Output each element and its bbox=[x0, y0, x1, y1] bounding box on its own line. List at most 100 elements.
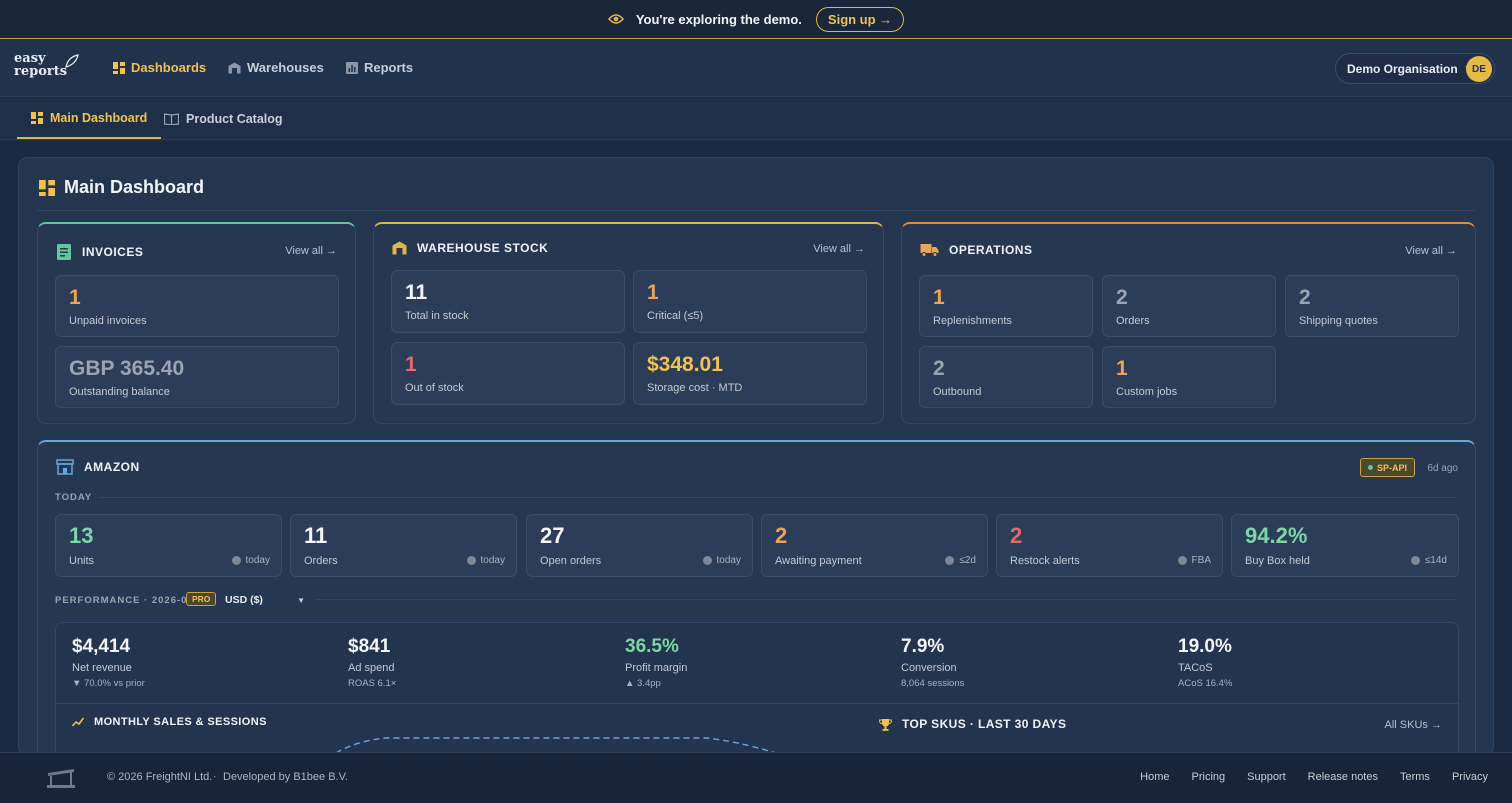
tacos-metric: 19.0% TACoS ACoS 16.4% bbox=[1178, 636, 1232, 689]
freightni-logo-icon bbox=[47, 769, 75, 788]
restock-alerts-kpi[interactable]: 2 Restock alerts FBA bbox=[996, 514, 1223, 577]
info-icon[interactable] bbox=[1410, 556, 1420, 565]
footer-link-terms[interactable]: Terms bbox=[1399, 771, 1430, 783]
tile-label: Orders bbox=[1116, 315, 1150, 327]
tile-value: 1 bbox=[933, 286, 945, 309]
performance-panel: $4,414 Net revenue ▼ 70.0% vs prior $841… bbox=[55, 622, 1459, 772]
awaiting-payment-kpi[interactable]: 2 Awaiting payment ≤2d bbox=[761, 514, 988, 577]
info-icon[interactable] bbox=[702, 556, 712, 565]
copyright-text: © 2026 FreightNI Ltd. bbox=[107, 771, 213, 783]
tab-product-catalog[interactable]: Product Catalog bbox=[150, 98, 297, 139]
today-label: TODAY bbox=[55, 492, 93, 503]
performance-label: PERFORMANCE · 2026-09 bbox=[55, 595, 194, 606]
footer-link-privacy[interactable]: Privacy bbox=[1451, 771, 1488, 783]
nav-label: Dashboards bbox=[131, 60, 207, 75]
footer-link-pricing[interactable]: Pricing bbox=[1191, 771, 1226, 783]
signup-button[interactable]: Sign up → bbox=[815, 6, 905, 32]
top-navigation: easy reports Dashboards Warehouses Repor… bbox=[0, 40, 1512, 97]
invoices-card: INVOICES View all → 1 Unpaid invoices GB… bbox=[37, 222, 356, 424]
info-icon[interactable] bbox=[1177, 556, 1187, 565]
profit-margin-metric: 36.5% Profit margin ▲ 3.4pp bbox=[625, 636, 687, 689]
critical-stock-tile[interactable]: 1 Critical (≤5) bbox=[633, 270, 867, 333]
open-orders-kpi[interactable]: 27 Open orders today bbox=[526, 514, 753, 577]
tile-label: Outstanding balance bbox=[69, 386, 170, 398]
section-title: TOP SKUS · LAST 30 DAYS bbox=[902, 717, 1067, 731]
last-sync-time: 6d ago bbox=[1427, 463, 1458, 474]
info-icon[interactable] bbox=[945, 556, 955, 565]
nav-label: Warehouses bbox=[247, 60, 324, 75]
divider bbox=[98, 497, 1457, 498]
total-in-stock-tile[interactable]: 11 Total in stock bbox=[391, 270, 625, 333]
metric-change: ▼ 70.0% vs prior bbox=[72, 678, 145, 689]
sub-navigation: Main Dashboard Product Catalog bbox=[0, 98, 1512, 140]
tab-label: Product Catalog bbox=[186, 111, 283, 126]
dashboard-icon bbox=[113, 61, 125, 74]
nav-reports[interactable]: Reports bbox=[346, 60, 413, 75]
shipping-quotes-tile[interactable]: 2 Shipping quotes bbox=[1285, 275, 1459, 337]
organisation-name: Demo Organisation bbox=[1347, 61, 1458, 76]
organisation-switcher[interactable]: Demo Organisation ▼ DE bbox=[1335, 53, 1495, 84]
truck-icon bbox=[920, 244, 939, 257]
leaf-icon bbox=[65, 54, 79, 68]
invoices-view-all-link[interactable]: View all → bbox=[285, 245, 337, 257]
outbound-tile[interactable]: 2 Outbound bbox=[919, 346, 1093, 408]
logo-line2: reports bbox=[14, 64, 68, 79]
nav-warehouses[interactable]: Warehouses bbox=[228, 60, 324, 75]
info-icon[interactable] bbox=[466, 556, 476, 565]
currency-select[interactable]: USD ($) ▼ bbox=[225, 592, 305, 608]
tile-value: GBP 365.40 bbox=[69, 357, 185, 380]
divider bbox=[316, 599, 1457, 600]
tile-value: 1 bbox=[647, 281, 659, 304]
unpaid-invoices-tile[interactable]: 1 Unpaid invoices bbox=[55, 275, 339, 337]
tab-main-dashboard[interactable]: Main Dashboard bbox=[17, 98, 162, 139]
metric-sub: ACoS 16.4% bbox=[1178, 678, 1233, 689]
tile-value: 2 bbox=[1299, 286, 1311, 309]
tile-value: 11 bbox=[405, 281, 428, 304]
pro-badge: PRO bbox=[186, 592, 217, 606]
card-title: OPERATIONS bbox=[949, 243, 1033, 257]
footer-link-support[interactable]: Support bbox=[1247, 771, 1286, 783]
operations-view-all-link[interactable]: View all → bbox=[1405, 245, 1457, 257]
tile-value: $348.01 bbox=[647, 353, 723, 376]
kpi-note: today bbox=[466, 555, 505, 566]
tile-label: Outbound bbox=[933, 386, 982, 398]
chevron-down-icon: ▼ bbox=[297, 595, 305, 605]
orders-kpi[interactable]: 11 Orders today bbox=[290, 514, 517, 577]
nav-dashboards[interactable]: Dashboards bbox=[113, 60, 206, 75]
operations-card: OPERATIONS View all → 1 Replenishments 2… bbox=[901, 222, 1476, 424]
storage-cost-tile[interactable]: $348.01 Storage cost · MTD bbox=[633, 342, 867, 405]
tile-value: 2 bbox=[1116, 286, 1128, 309]
info-icon[interactable] bbox=[231, 556, 241, 565]
replenishments-tile[interactable]: 1 Replenishments bbox=[919, 275, 1093, 337]
demo-message: You're exploring the demo. bbox=[635, 11, 802, 27]
metric-value: 7.9% bbox=[901, 636, 945, 657]
kpi-value: 2 bbox=[1010, 523, 1023, 548]
custom-jobs-tile[interactable]: 1 Custom jobs bbox=[1102, 346, 1276, 408]
tile-value: 2 bbox=[933, 357, 945, 380]
note-text: ≤14d bbox=[1424, 555, 1447, 566]
outstanding-balance-tile[interactable]: GBP 365.40 Outstanding balance bbox=[55, 346, 339, 408]
kpi-value: 11 bbox=[304, 523, 328, 548]
orders-tile[interactable]: 2 Orders bbox=[1102, 275, 1276, 337]
metric-sub: 8,064 sessions bbox=[901, 678, 965, 689]
footer-link-release-notes[interactable]: Release notes bbox=[1307, 771, 1378, 783]
kpi-note: today bbox=[702, 555, 741, 566]
out-of-stock-tile[interactable]: 1 Out of stock bbox=[391, 342, 625, 405]
tile-value: 1 bbox=[405, 353, 417, 376]
kpi-label: Awaiting payment bbox=[775, 555, 862, 567]
units-kpi[interactable]: 13 Units today bbox=[55, 514, 282, 577]
badge-label: SP-API bbox=[1376, 462, 1407, 473]
metric-label: Profit margin bbox=[625, 662, 688, 674]
kpi-note: FBA bbox=[1177, 555, 1211, 566]
status-dot-icon bbox=[1367, 465, 1373, 470]
note-text: ≤2d bbox=[959, 555, 976, 566]
logo[interactable]: easy reports bbox=[14, 52, 80, 84]
buy-box-kpi[interactable]: 94.2% Buy Box held ≤14d bbox=[1231, 514, 1459, 577]
kpi-label: Open orders bbox=[540, 555, 602, 567]
stock-view-all-link[interactable]: View all → bbox=[813, 243, 865, 255]
divider bbox=[56, 703, 1458, 704]
avatar[interactable]: DE bbox=[1466, 56, 1492, 82]
all-skus-link[interactable]: All SKUs → bbox=[1384, 719, 1442, 731]
footer-link-home[interactable]: Home bbox=[1140, 771, 1170, 783]
dashboard-icon bbox=[39, 179, 55, 196]
